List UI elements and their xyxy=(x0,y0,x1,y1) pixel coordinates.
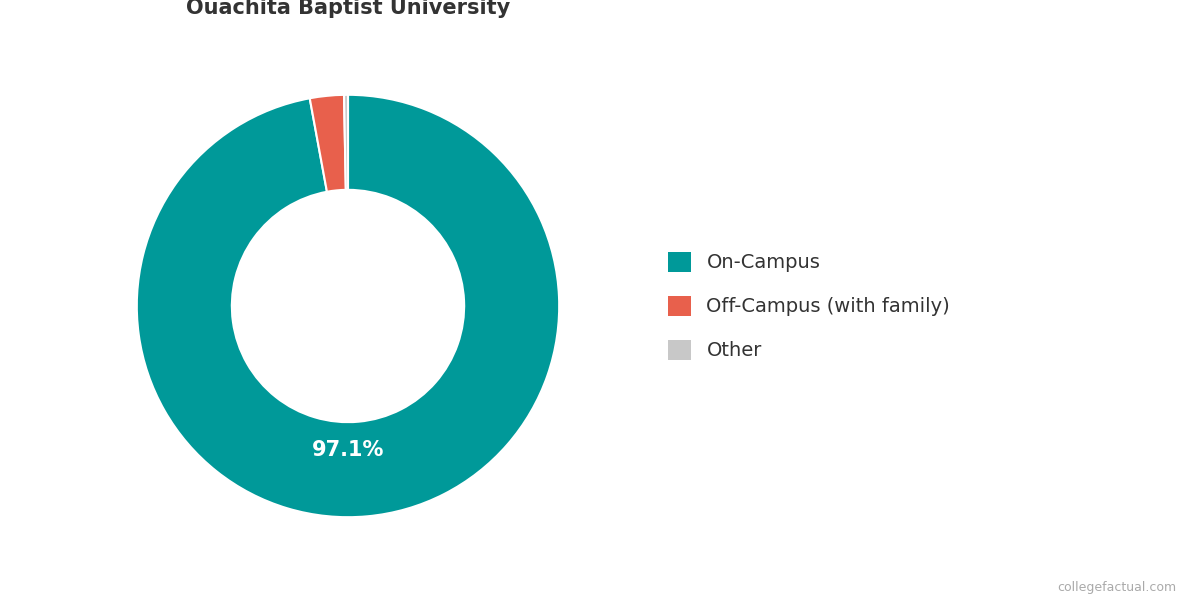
Text: 97.1%: 97.1% xyxy=(312,440,384,460)
Title: Freshmen Living Arrangements at
Ouachita Baptist University: Freshmen Living Arrangements at Ouachita… xyxy=(148,0,548,18)
Text: collegefactual.com: collegefactual.com xyxy=(1057,581,1176,594)
Legend: On-Campus, Off-Campus (with family), Other: On-Campus, Off-Campus (with family), Oth… xyxy=(648,232,970,380)
Wedge shape xyxy=(137,95,559,517)
Wedge shape xyxy=(344,95,348,190)
Wedge shape xyxy=(310,95,346,192)
